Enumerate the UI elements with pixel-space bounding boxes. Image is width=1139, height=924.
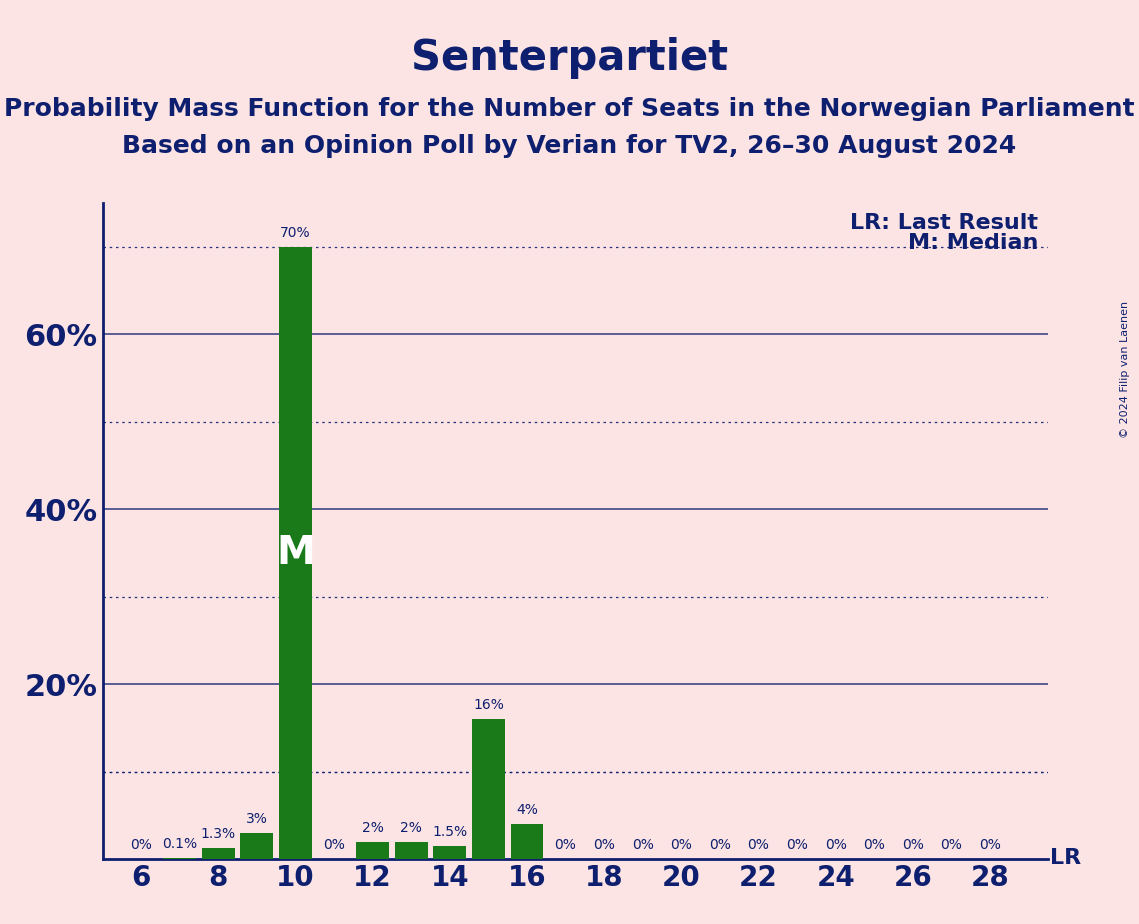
Text: 70%: 70% (280, 226, 311, 240)
Text: 0%: 0% (130, 838, 151, 852)
Text: 0%: 0% (980, 838, 1001, 852)
Text: 0%: 0% (632, 838, 654, 852)
Text: M: M (276, 534, 314, 572)
Text: 3%: 3% (246, 812, 268, 826)
Text: 0%: 0% (941, 838, 962, 852)
Text: Probability Mass Function for the Number of Seats in the Norwegian Parliament: Probability Mass Function for the Number… (5, 97, 1134, 121)
Text: Senterpartiet: Senterpartiet (411, 37, 728, 79)
Text: 0%: 0% (786, 838, 808, 852)
Text: LR: LR (1050, 848, 1081, 869)
Text: M: Median: M: Median (908, 233, 1039, 253)
Text: © 2024 Filip van Laenen: © 2024 Filip van Laenen (1121, 301, 1130, 438)
Text: 0%: 0% (593, 838, 615, 852)
Text: 0%: 0% (671, 838, 693, 852)
Text: 2%: 2% (362, 821, 384, 834)
Text: 1.5%: 1.5% (432, 825, 467, 839)
Text: 16%: 16% (473, 699, 503, 712)
Bar (433, 846, 466, 859)
Text: 0.1%: 0.1% (162, 837, 197, 851)
Bar (240, 833, 273, 859)
Text: 1.3%: 1.3% (200, 827, 236, 841)
Bar (510, 824, 543, 859)
Text: Based on an Opinion Poll by Verian for TV2, 26–30 August 2024: Based on an Opinion Poll by Verian for T… (122, 134, 1017, 158)
Bar (472, 720, 505, 859)
Text: 0%: 0% (902, 838, 924, 852)
Bar (357, 842, 390, 859)
Text: 0%: 0% (825, 838, 846, 852)
Text: 0%: 0% (863, 838, 885, 852)
Text: 2%: 2% (400, 821, 423, 834)
Text: 0%: 0% (323, 838, 345, 852)
Bar (279, 247, 312, 859)
Text: LR: Last Result: LR: Last Result (851, 213, 1039, 233)
Text: 0%: 0% (708, 838, 731, 852)
Bar (395, 842, 427, 859)
Bar (202, 848, 235, 859)
Text: 0%: 0% (555, 838, 576, 852)
Text: 4%: 4% (516, 803, 538, 818)
Text: 0%: 0% (747, 838, 770, 852)
